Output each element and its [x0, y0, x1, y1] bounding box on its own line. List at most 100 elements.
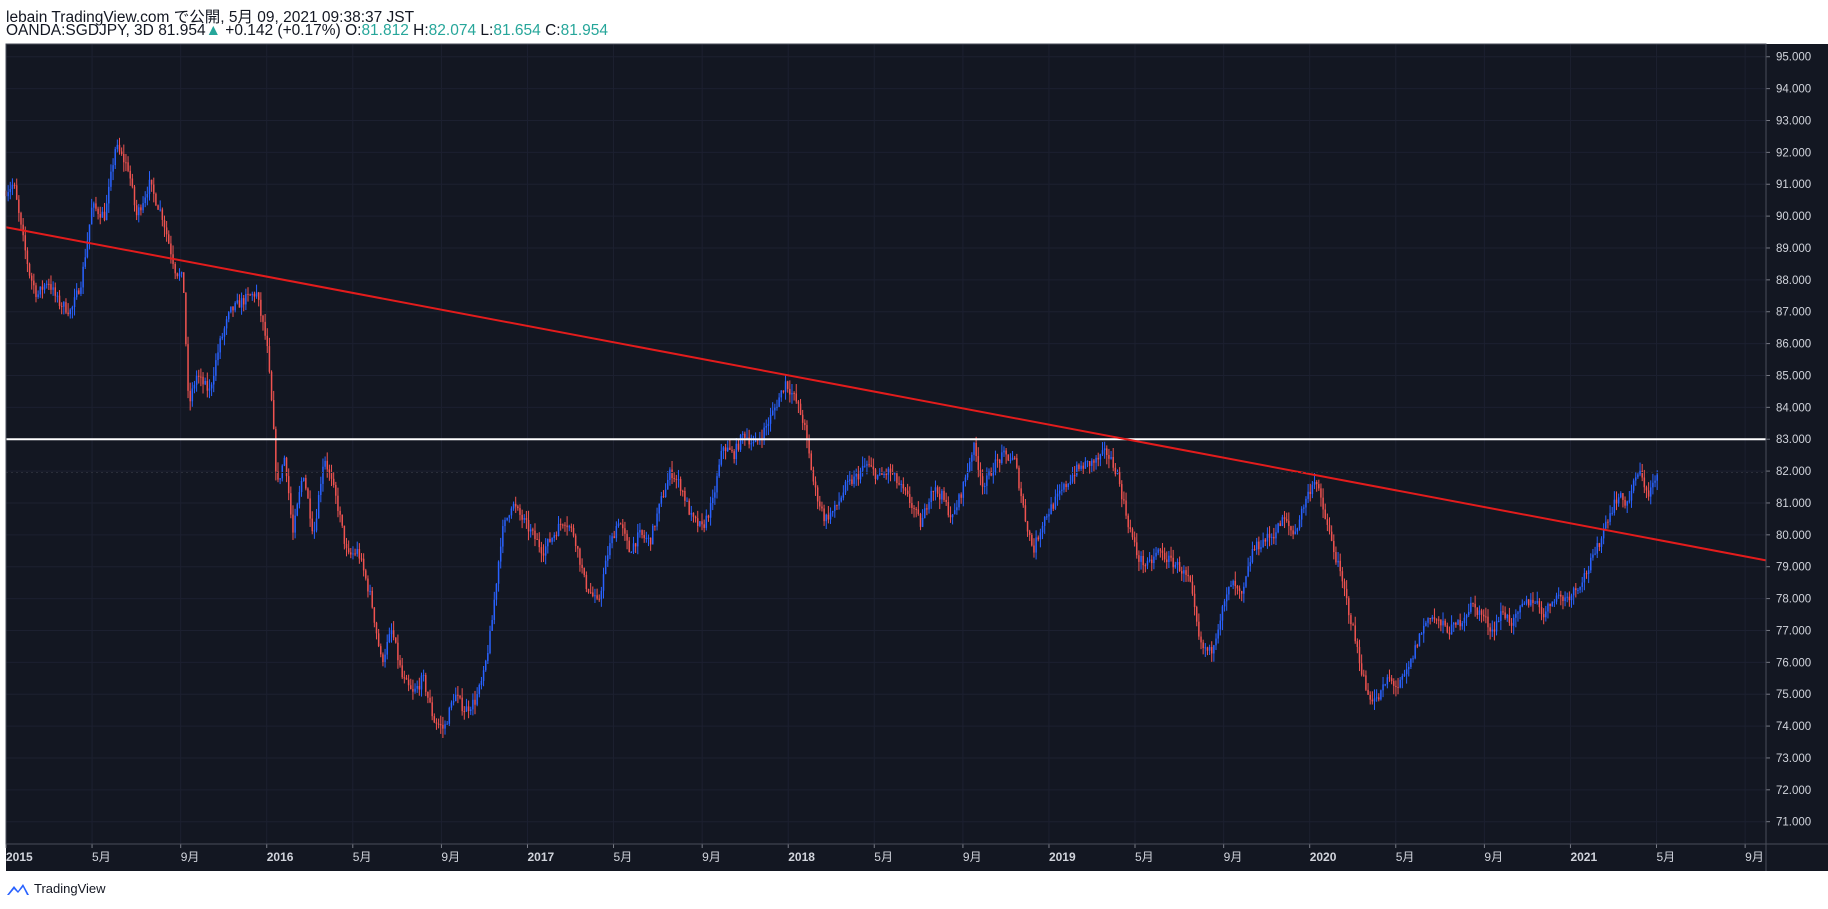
candle-up	[846, 480, 849, 482]
candle-up	[774, 407, 776, 411]
candle-up	[866, 464, 868, 466]
candle-up	[859, 470, 862, 480]
candle-up	[746, 437, 748, 439]
candle-up	[557, 523, 560, 536]
candle-up	[594, 595, 596, 597]
candle-down	[696, 518, 699, 526]
candle-up	[1101, 450, 1104, 455]
candle-down	[1440, 619, 1442, 626]
candle-up	[934, 487, 937, 492]
candle-down	[407, 679, 410, 686]
candle-down	[262, 315, 264, 322]
candle-up	[1208, 647, 1211, 651]
candle-down	[1007, 454, 1010, 461]
candle-up	[1412, 658, 1414, 660]
candle-down	[823, 508, 825, 522]
candle-up	[1628, 500, 1631, 502]
candle-down	[125, 162, 127, 164]
candle-down	[326, 460, 328, 470]
candle-up	[497, 561, 500, 584]
candle-down	[1142, 555, 1144, 566]
candle-up	[1551, 602, 1553, 607]
price-axis[interactable]	[1766, 44, 1828, 844]
candle-down	[570, 526, 573, 528]
candle-up	[300, 480, 303, 493]
candle-up	[1048, 514, 1050, 517]
candle-down	[200, 376, 202, 378]
candle-down	[1279, 523, 1282, 527]
candle-down	[1127, 515, 1129, 528]
candle-down	[382, 654, 384, 663]
candle-up	[658, 503, 660, 514]
candle-up	[1547, 603, 1549, 612]
candle-down	[1504, 612, 1506, 619]
candle-down	[1326, 519, 1329, 525]
candle-down	[266, 335, 269, 347]
footer-brand[interactable]: TradingView	[6, 881, 106, 896]
candle-up	[1590, 557, 1592, 571]
candle-up	[1298, 519, 1301, 529]
candle-down	[596, 595, 598, 599]
price-tick-label: 85.000	[1776, 370, 1811, 382]
candle-down	[1485, 616, 1487, 618]
candle-up	[1080, 465, 1082, 469]
candle-up	[236, 300, 239, 303]
candle-down	[1163, 552, 1166, 560]
candle-up	[1422, 625, 1425, 634]
candle-down	[643, 535, 645, 538]
candle-up	[1386, 677, 1389, 685]
candle-up	[1213, 645, 1215, 654]
candle-down	[1078, 464, 1080, 469]
candle-down	[1118, 472, 1121, 485]
candle-down	[1026, 521, 1029, 532]
candle-up	[1534, 602, 1536, 604]
candle-up	[86, 240, 89, 258]
candle-down	[536, 538, 538, 540]
candle-down	[174, 264, 176, 274]
candle-up	[1219, 620, 1222, 630]
candle-down	[1615, 499, 1618, 504]
candle-down	[733, 451, 735, 460]
candle-up	[420, 675, 423, 690]
candle-down	[1508, 614, 1511, 623]
candle-down	[13, 184, 16, 186]
candle-up	[508, 515, 511, 518]
candle-down	[525, 518, 528, 520]
candle-up	[1039, 532, 1042, 540]
candle-up	[1091, 460, 1093, 466]
candle-up	[1168, 555, 1170, 563]
candle-down	[135, 205, 138, 216]
candle-down	[67, 312, 69, 315]
candle-down	[1527, 599, 1530, 606]
candle-down	[1459, 620, 1461, 627]
candle-down	[1365, 675, 1367, 690]
high-value: 82.074	[428, 22, 477, 39]
candle-up	[1609, 513, 1611, 522]
candle-up	[864, 465, 866, 467]
candle-down	[1371, 699, 1374, 702]
symbol-name[interactable]: OANDA:SGDJPY, 3D	[6, 22, 154, 39]
candle-up	[1157, 549, 1159, 553]
candle-up	[711, 497, 714, 504]
candle-down	[1333, 540, 1335, 553]
time-tick-label: 5月	[1656, 850, 1675, 864]
candle-up	[1307, 491, 1309, 499]
price-tick-label: 73.000	[1776, 753, 1811, 765]
candle-up	[617, 523, 620, 527]
candle-down	[701, 521, 703, 525]
candle-up	[146, 194, 149, 198]
candle-down	[1273, 536, 1275, 539]
candle-up	[600, 590, 603, 600]
candle-up	[502, 526, 504, 547]
candle-down	[1487, 616, 1489, 628]
candle-down	[1390, 678, 1393, 682]
time-axis[interactable]	[6, 844, 1828, 871]
candle-up	[660, 496, 663, 504]
candle-up	[778, 397, 780, 407]
candle-down	[332, 478, 335, 485]
candle-up	[988, 471, 990, 476]
candle-down	[1108, 454, 1110, 459]
time-tick-label: 5月	[1135, 850, 1154, 864]
candle-up	[840, 497, 842, 502]
